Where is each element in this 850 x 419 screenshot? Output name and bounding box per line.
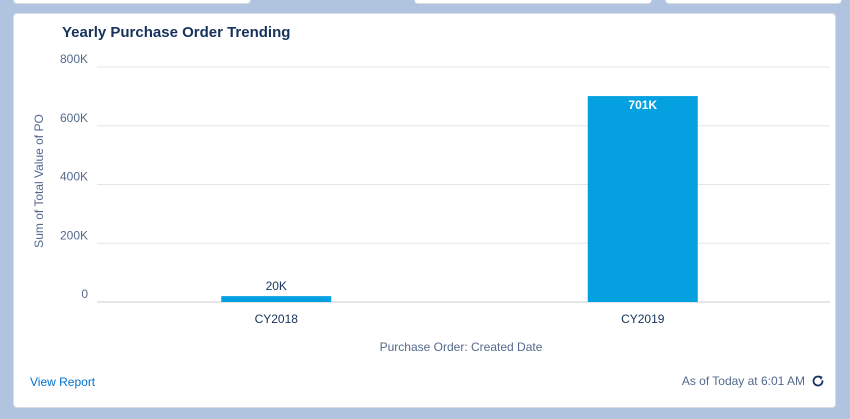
view-report-link[interactable]: View Report <box>30 375 96 389</box>
bar-cy2018 <box>221 296 332 302</box>
y-tick-label: 800K <box>60 52 88 66</box>
bar-cy2019 <box>587 96 698 302</box>
x-category-label: CY2019 <box>621 312 665 326</box>
adjacent-card-middle <box>414 0 652 4</box>
y-axis-title: Sum of Total Value of PO <box>32 114 46 248</box>
dashboard-chart-card: Yearly Purchase Order Trending 0 200K 400K… <box>13 13 836 408</box>
adjacent-card-right <box>665 0 842 4</box>
x-axis-title: Purchase Order: Created Date <box>380 340 543 354</box>
y-tick-label: 600K <box>60 111 88 125</box>
adjacent-card-left <box>13 0 251 4</box>
x-category-label: CY2018 <box>255 312 299 326</box>
refresh-icon[interactable] <box>811 374 825 388</box>
y-tick-label: 0 <box>81 287 88 301</box>
status-timestamp: As of Today at 6:01 AM <box>681 374 805 388</box>
card-title: Yearly Purchase Order Trending <box>62 24 291 41</box>
bar-chart: 0 200K 400K 600K 800K 20K CY2018 701K CY2019 Purc… <box>32 52 830 354</box>
data-label: 20K <box>266 279 287 293</box>
y-tick-label: 400K <box>60 170 88 184</box>
data-label: 701K <box>628 98 657 112</box>
y-tick-label: 200K <box>60 228 88 242</box>
footer-status: As of Today at 6:01 AM <box>682 374 825 388</box>
